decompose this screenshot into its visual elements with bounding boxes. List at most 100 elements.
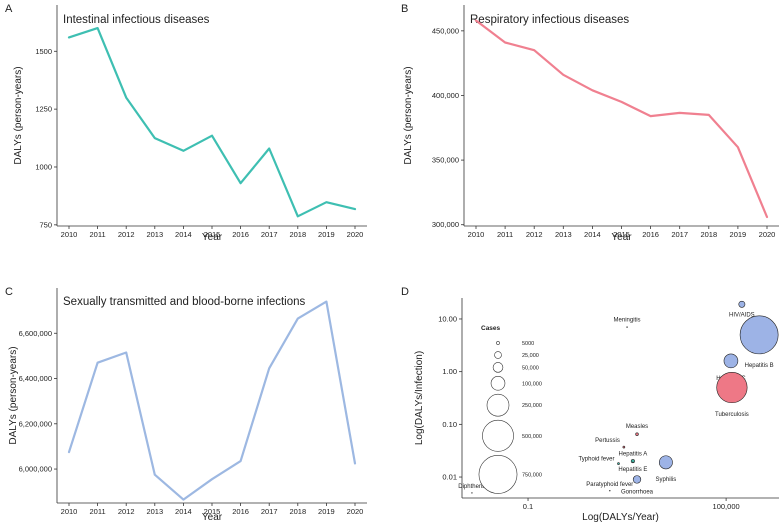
bubble-hiv-aids xyxy=(738,300,746,308)
panel-letter-a: A xyxy=(5,3,13,15)
x-axis-label: Year xyxy=(202,512,223,523)
legend-circle xyxy=(492,362,504,373)
bubble-label: Meningitis xyxy=(614,317,641,323)
y-tick-label: 0.01 xyxy=(442,473,457,482)
bubble-hepatitis-b xyxy=(739,315,779,355)
y-tick-label: 6,000,000 xyxy=(19,465,52,474)
y-tick-label: 400,000 xyxy=(432,91,459,100)
x-tick-label: 2019 xyxy=(318,507,335,516)
bubble-label: Pertussis xyxy=(595,438,620,444)
x-tick-label: 2011 xyxy=(90,507,106,516)
panel-letter-c: C xyxy=(5,286,13,298)
series-line xyxy=(474,19,769,219)
x-tick-label: 2012 xyxy=(526,230,543,239)
bubble-gonorrhoea xyxy=(632,475,642,484)
y-axis-label: DALYs (person-years) xyxy=(403,66,414,164)
bubble-label: Hepatitis E xyxy=(618,467,647,473)
bubble-measles xyxy=(635,432,639,436)
y-tick-label: 350,000 xyxy=(432,156,459,165)
x-tick-label: 2018 xyxy=(289,507,306,516)
y-axis-label: DALYs (person-years) xyxy=(8,346,19,444)
y-axis-label: DALYs (person-years) xyxy=(13,66,24,164)
y-tick-label: 750 xyxy=(39,220,52,229)
bubble-label: Syphilis xyxy=(656,477,677,483)
legend-label: 750,000 xyxy=(522,472,542,478)
bubble-label: Measles xyxy=(626,424,648,430)
bubble-hepatitis-c xyxy=(723,353,739,369)
x-tick-label: 2010 xyxy=(468,230,485,239)
x-tick-label: 2016 xyxy=(232,507,249,516)
legend-circle xyxy=(486,393,510,417)
bubble-label: Gonorrhoea xyxy=(621,489,654,495)
y-tick-label: 0.10 xyxy=(442,420,457,429)
legend-circle xyxy=(496,341,500,345)
bubble-meningitis xyxy=(626,326,628,328)
bubble-paratyphoid-fever xyxy=(609,490,611,492)
y-tick-label: 1500 xyxy=(35,47,52,56)
bubble-label: Typhoid fever xyxy=(578,457,614,463)
y-tick-label: 1250 xyxy=(35,105,52,114)
panel-d-bubble-chart: D 0.01 0.10 1.00 10.00 0.1 100,000 Log(DALYs/Ye… xyxy=(401,286,779,523)
panel-b-respiratory: B Respiratory infectious diseases 300,000 3… xyxy=(401,3,779,243)
bubble-label: Hepatitis B xyxy=(745,363,774,369)
chart-title: Sexually transmitted and blood-borne inf… xyxy=(63,296,306,308)
chart-title: Respiratory infectious diseases xyxy=(470,14,629,26)
x-tick-label: 0.1 xyxy=(523,502,533,511)
y-tick-label: 10.00 xyxy=(438,314,457,323)
bubble-typhoid-fever xyxy=(617,462,620,465)
x-tick-label: 2013 xyxy=(555,230,572,239)
y-tick-label: 1.00 xyxy=(442,367,457,376)
x-tick-label: 2012 xyxy=(118,230,135,239)
legend-title: Cases xyxy=(481,325,501,332)
panel-letter-b: B xyxy=(401,3,408,15)
x-tick-label: 2019 xyxy=(318,230,335,239)
x-tick-label: 2017 xyxy=(261,507,278,516)
chart-title: Intestinal infectious diseases xyxy=(63,14,210,26)
x-tick-label: 2014 xyxy=(175,230,192,239)
x-axis-label: Year xyxy=(611,232,632,243)
legend-label: 25,000 xyxy=(522,353,539,359)
x-tick-label: 2011 xyxy=(90,230,106,239)
legend-circle xyxy=(482,419,514,452)
x-tick-label: 2013 xyxy=(146,230,163,239)
x-axis-label: Year xyxy=(202,232,223,243)
legend-label: 5000 xyxy=(522,341,534,347)
legend-label: 50,000 xyxy=(522,365,539,371)
x-axis-label: Log(DALYs/Year) xyxy=(582,512,659,523)
bubble-pertussis xyxy=(622,445,626,449)
x-tick-label: 2015 xyxy=(613,230,630,239)
y-tick-label: 450,000 xyxy=(432,26,459,35)
x-tick-label: 2016 xyxy=(642,230,659,239)
x-tick-label: 2014 xyxy=(584,230,601,239)
bubble-label: Hepatitis A xyxy=(619,451,648,457)
legend-circle xyxy=(494,351,502,359)
x-tick-label: 2010 xyxy=(61,507,78,516)
bubble-label: Tuberculosis xyxy=(715,412,749,418)
legend-circle xyxy=(490,376,506,391)
x-tick-label: 2019 xyxy=(730,230,747,239)
bubble-label: Paratyphoid fever xyxy=(586,482,633,488)
series-line xyxy=(67,27,357,218)
x-tick-label: 2016 xyxy=(232,230,249,239)
y-tick-label: 6,200,000 xyxy=(19,419,52,428)
panel-c-sexual: C Sexually transmitted and blood-borne in… xyxy=(5,286,367,523)
bubble-label: Diphtheria xyxy=(458,484,486,490)
x-tick-label: 2017 xyxy=(261,230,278,239)
x-tick-label: 2018 xyxy=(700,230,717,239)
x-tick-label: 2010 xyxy=(61,230,78,239)
y-tick-label: 6,400,000 xyxy=(19,374,52,383)
x-tick-label: 2011 xyxy=(497,230,513,239)
x-tick-label: 2020 xyxy=(759,230,776,239)
y-tick-label: 6,600,000 xyxy=(19,329,52,338)
legend-circle xyxy=(478,455,518,494)
panel-letter-d: D xyxy=(401,286,409,298)
bubble-hepatitis-e xyxy=(632,461,634,464)
legend-label: 500,000 xyxy=(522,434,542,440)
bubble-diphtheria xyxy=(471,492,473,494)
legend-label: 250,000 xyxy=(522,403,542,409)
x-tick-label: 2017 xyxy=(671,230,688,239)
bubble-syphilis xyxy=(658,455,673,470)
x-tick-label: 2012 xyxy=(118,507,135,516)
bubble-tuberculosis xyxy=(716,371,748,404)
